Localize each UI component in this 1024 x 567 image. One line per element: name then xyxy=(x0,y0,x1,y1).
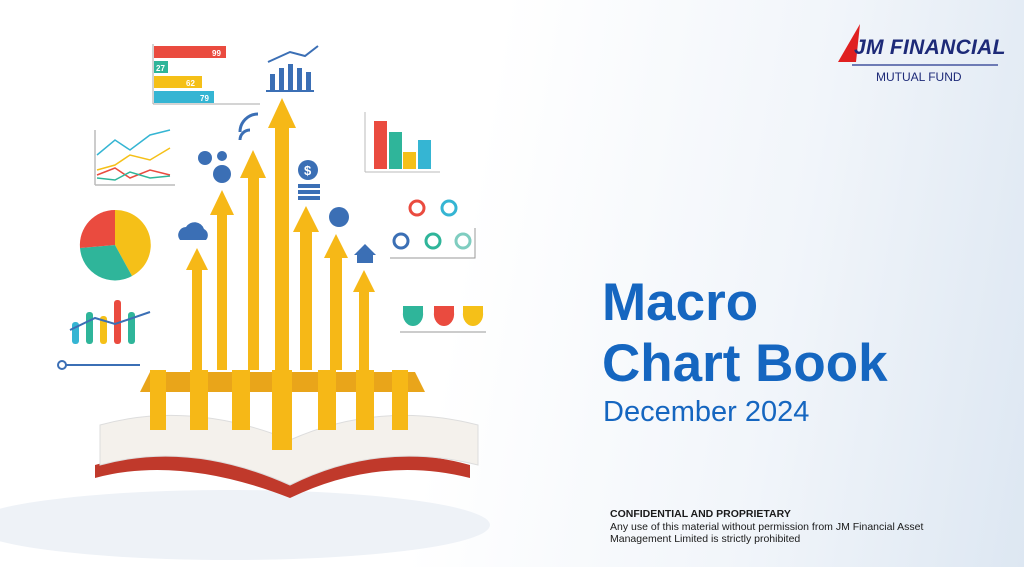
line-chart-icon xyxy=(94,129,175,186)
bar-label: 27 xyxy=(156,64,165,73)
logo-name: JM FINANCIAL xyxy=(854,36,1006,59)
logo-subtitle: MUTUAL FUND xyxy=(876,70,962,84)
pie-small-icon xyxy=(329,207,349,227)
disclaimer: CONFIDENTIAL AND PROPRIETARY Any use of … xyxy=(610,508,923,546)
bar-label: 62 xyxy=(186,79,195,88)
svg-text:$: $ xyxy=(304,163,312,178)
bar-label: 99 xyxy=(212,49,221,58)
growth-illustration: 99 27 62 79 xyxy=(0,44,490,560)
shield-badges-icon xyxy=(400,306,486,333)
column-chart-icon xyxy=(364,112,440,173)
page-subtitle: December 2024 xyxy=(603,396,810,428)
horizontal-bar-chart-icon: 99 27 62 79 xyxy=(152,44,260,105)
bar-label: 79 xyxy=(200,94,209,103)
title-line-2: Chart Book xyxy=(602,334,888,393)
logo-sail-icon xyxy=(838,24,860,62)
coins-icon xyxy=(298,184,320,200)
page-title: Macro Chart Book xyxy=(602,272,888,394)
dollar-icon xyxy=(298,160,318,180)
gears-icon xyxy=(198,151,231,183)
logo-divider xyxy=(852,64,998,66)
open-book xyxy=(95,370,479,498)
trend-bars-icon xyxy=(266,45,319,92)
title-line-1: Macro xyxy=(602,273,759,332)
wifi-icon xyxy=(238,112,259,141)
growth-arrows xyxy=(186,98,375,370)
cloud-icon xyxy=(178,222,208,240)
jm-financial-logo: JM FINANCIAL MUTUAL FUND xyxy=(836,22,1005,86)
pie-chart-icon xyxy=(79,209,151,281)
disclaimer-line-1: Any use of this material without permiss… xyxy=(610,520,924,533)
home-icon xyxy=(354,244,376,263)
location-pins-icon xyxy=(390,199,476,259)
bar-chart-icon xyxy=(57,300,151,370)
floor-shadow xyxy=(0,490,490,560)
disclaimer-heading: CONFIDENTIAL AND PROPRIETARY xyxy=(610,508,791,520)
disclaimer-line-2: Management Limited is strictly prohibite… xyxy=(610,533,801,545)
